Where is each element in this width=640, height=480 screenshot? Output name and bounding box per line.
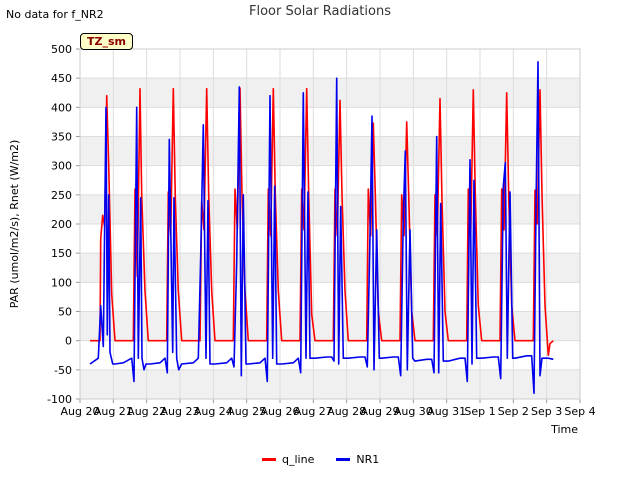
- y-tick-label: -100: [47, 393, 72, 406]
- legend-item-q-line: q_line: [262, 453, 314, 466]
- x-tick-label: Aug 27: [294, 405, 333, 418]
- y-tick-label: -50: [54, 364, 72, 377]
- x-axis-label: Time: [550, 423, 578, 436]
- x-tick-label: Aug 29: [361, 405, 400, 418]
- y-tick-label: 400: [51, 101, 72, 114]
- y-tick-label: 200: [51, 218, 72, 231]
- y-axis-label: PAR (umol/m2/s), Rnet (W/m2): [8, 140, 21, 309]
- x-tick-label: Aug 28: [327, 405, 366, 418]
- plot-frame: [79, 48, 581, 400]
- y-tick-label: 50: [58, 306, 72, 319]
- x-tick-label: Aug 25: [227, 405, 266, 418]
- y-tick-label: 250: [51, 189, 72, 202]
- chart-title: Floor Solar Radiations: [249, 4, 391, 19]
- x-tick-label: Aug 24: [194, 405, 233, 418]
- x-tick-label: Aug 26: [261, 405, 300, 418]
- series-line-nr1: [89, 60, 554, 395]
- x-tick-label: Aug 20: [61, 405, 100, 418]
- no-data-note: No data for f_NR2: [6, 8, 104, 21]
- legend-swatch-q-line: [262, 458, 276, 461]
- y-tick-label: 100: [51, 276, 72, 289]
- plot-band: [80, 369, 580, 399]
- y-tick-label: 300: [51, 160, 72, 173]
- x-tick-label: Sep 3: [531, 405, 562, 418]
- x-tick-label: Sep 4: [564, 405, 595, 418]
- y-tick-label: 0: [65, 335, 72, 348]
- x-tick-label: Sep 1: [464, 405, 495, 418]
- x-tick-label: Aug 21: [94, 405, 133, 418]
- chart-legend: q_line NR1: [262, 453, 379, 466]
- legend-label-nr1: NR1: [356, 453, 380, 466]
- x-tick-label: Aug 23: [161, 405, 200, 418]
- legend-label-q-line: q_line: [282, 453, 315, 466]
- site-badge: TZ_sm: [80, 33, 133, 50]
- legend-item-nr1: NR1: [336, 453, 379, 466]
- legend-swatch-nr1: [336, 458, 351, 461]
- y-tick-label: 150: [51, 247, 72, 260]
- plot-band: [80, 78, 580, 108]
- y-tick-label: 350: [51, 131, 72, 144]
- y-tick-label: 500: [51, 43, 72, 56]
- y-tick-label: 450: [51, 72, 72, 85]
- plot-band: [80, 136, 580, 166]
- plot-band: [80, 311, 580, 341]
- x-tick-label: Aug 22: [127, 405, 166, 418]
- series-layer: [89, 60, 554, 395]
- axes-layer: -100 -50 0 50 100 150 200 250 300 350 400 450 500 Aug…: [8, 43, 596, 436]
- x-tick-label: Sep 2: [498, 405, 529, 418]
- plot-band: [80, 253, 580, 283]
- x-tick-label: Aug 30: [394, 405, 433, 418]
- x-tick-label: Aug 31: [427, 405, 466, 418]
- plot-band: [80, 194, 580, 224]
